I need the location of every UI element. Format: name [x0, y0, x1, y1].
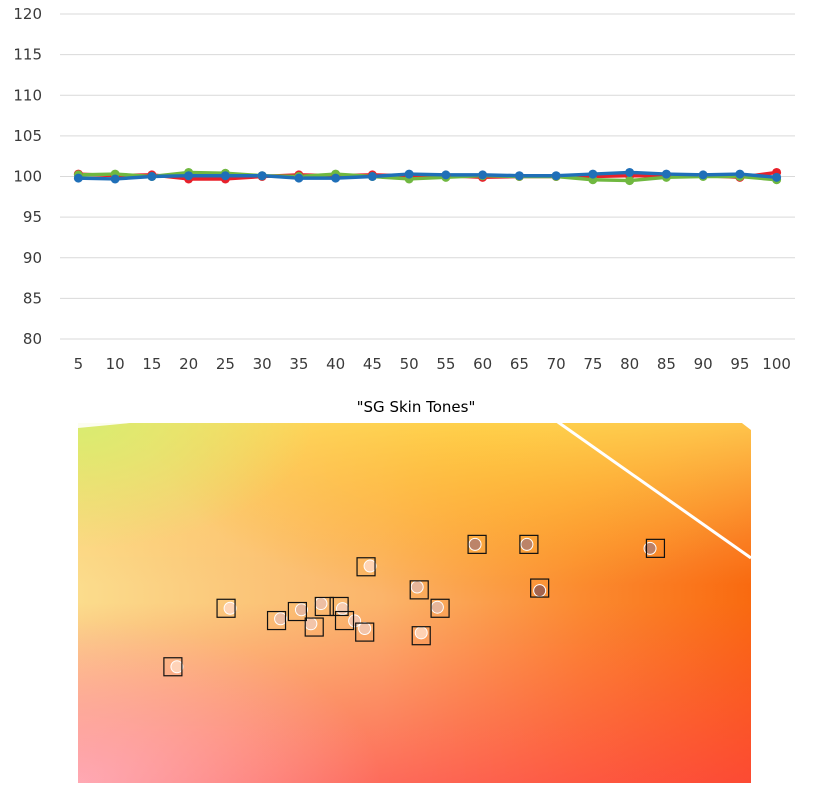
y-tick-label: 85 [23, 289, 42, 307]
series-3-point [441, 170, 451, 180]
measured-point [294, 603, 308, 617]
x-tick-label: 80 [620, 355, 639, 373]
target-square [163, 657, 183, 677]
line-chart: 80 85 90 95 100 105 110 115 120 5 10 15 20 25 30 35 40 45… [13, 5, 795, 373]
target-square [356, 557, 376, 577]
series-3-point [184, 171, 194, 181]
target-square [467, 534, 487, 554]
x-tick-label: 30 [253, 355, 272, 373]
series-3-point [220, 171, 230, 181]
measured-point [223, 601, 237, 615]
x-tick-label: 85 [657, 355, 676, 373]
x-tick-label: 20 [179, 355, 198, 373]
target-square [287, 601, 307, 622]
measured-point [358, 621, 372, 635]
x-tick-label: 45 [363, 355, 382, 373]
target-square [409, 580, 429, 600]
target-square [304, 617, 324, 637]
x-tick-label: 25 [216, 355, 235, 373]
x-tick-label: 50 [400, 355, 419, 373]
x-tick-label: 75 [583, 355, 602, 373]
series-3-point [110, 174, 120, 184]
x-tick-label: 100 [762, 355, 791, 373]
measured-point [410, 580, 424, 594]
y-tick-label: 115 [13, 46, 42, 64]
y-tick-label: 90 [23, 249, 42, 267]
series-3-point [73, 173, 83, 183]
target-square [216, 598, 236, 618]
series-3-point [367, 172, 377, 181]
series-2-point [625, 176, 635, 186]
series-3-point [551, 171, 561, 181]
skin-tones-chart [78, 420, 752, 783]
series-line-3 [78, 170, 777, 181]
measured-point [468, 537, 482, 551]
series-3-point [257, 171, 267, 181]
gamut-background [78, 420, 751, 783]
series-3-point [588, 169, 598, 179]
y-tick-label: 95 [23, 208, 42, 226]
target-square [430, 598, 450, 618]
target-square [266, 610, 287, 631]
series-3-point [625, 167, 635, 177]
x-tick-label: 35 [289, 355, 308, 373]
series-3-point [478, 170, 488, 180]
measured-point [430, 600, 444, 614]
series-3-point [404, 169, 414, 179]
measured-point [348, 614, 362, 628]
target-square [530, 578, 550, 598]
x-tick-label: 5 [74, 355, 84, 373]
target-square [519, 534, 539, 554]
target-square [329, 596, 349, 617]
measured-point [274, 612, 288, 626]
series-3-point [331, 173, 341, 183]
x-tick-label: 40 [326, 355, 345, 373]
series-3-point [514, 171, 524, 181]
measured-point [335, 602, 349, 616]
y-tick-label: 100 [13, 168, 42, 186]
measured-point [314, 597, 328, 611]
x-tick-label: 15 [142, 355, 161, 373]
target-square [411, 626, 431, 646]
measured-point [533, 584, 547, 598]
measured-point [414, 626, 428, 640]
y-tick-label: 80 [23, 330, 42, 348]
target-square [314, 596, 334, 617]
x-tick-label: 60 [473, 355, 492, 373]
series-line-2 [78, 170, 777, 183]
skin-tone-points [163, 534, 666, 677]
gamut-boundary-line [554, 420, 752, 560]
x-tick-label: 55 [436, 355, 455, 373]
x-tick-label: 90 [694, 355, 713, 373]
x-tick-label: 95 [730, 355, 749, 373]
gamut-corner [738, 420, 751, 430]
target-square [355, 622, 375, 642]
y-tick-label: 110 [13, 86, 42, 104]
measured-point [170, 660, 184, 674]
measured-point [643, 541, 657, 555]
measured-point [363, 559, 377, 573]
series-3-point [294, 173, 304, 183]
x-tick-label: 65 [510, 355, 529, 373]
x-tick-label: 10 [106, 355, 125, 373]
series-3-point [698, 170, 708, 180]
y-tick-label: 120 [13, 5, 42, 23]
measured-point [520, 537, 534, 551]
y-tick-label: 105 [13, 127, 42, 145]
series-3-point [735, 169, 745, 179]
skin-tones-chart-title: "SG Skin Tones" [356, 398, 476, 416]
target-square [645, 538, 666, 558]
x-tick-label: 70 [547, 355, 566, 373]
series-3-point [147, 172, 157, 181]
series-3-point [661, 169, 671, 179]
target-square [334, 610, 355, 631]
series-3-point [772, 172, 782, 182]
